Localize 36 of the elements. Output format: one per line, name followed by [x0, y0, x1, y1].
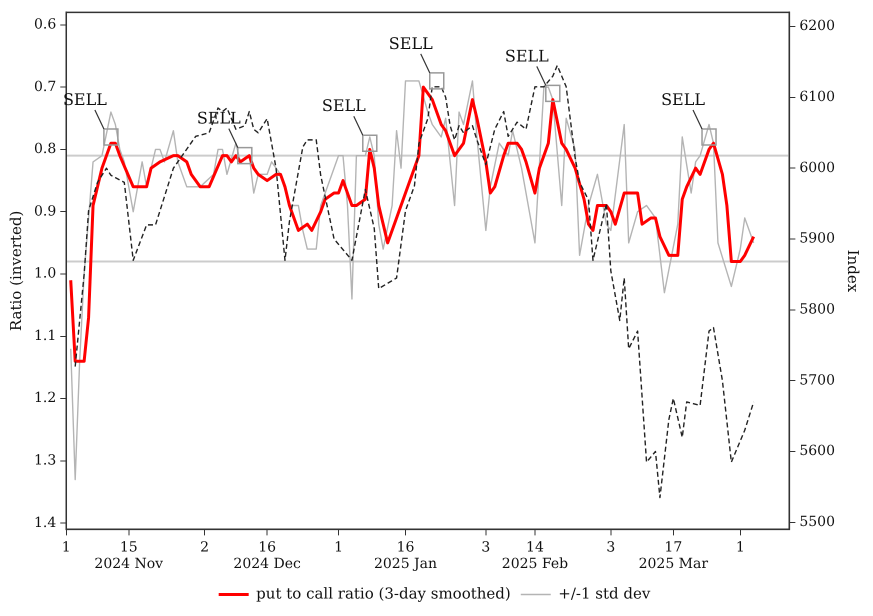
- x-tick-label: 1: [334, 539, 344, 556]
- annotation: SELL: [504, 46, 550, 66]
- y-tick-label: 0.8: [34, 141, 56, 158]
- x-tick-label: 2: [200, 539, 210, 556]
- y-tick-label: 1.0: [34, 266, 56, 282]
- y2-tick-label: 5700: [799, 372, 836, 388]
- legend-label: +/-1 std dev: [558, 584, 651, 602]
- y2-axis-title: Index: [844, 250, 862, 293]
- x-tick-label: 16 2024 Dec: [233, 539, 301, 572]
- x-tick-label: 1: [62, 539, 71, 556]
- y-axis-title: Ratio (inverted): [6, 210, 25, 332]
- annotation: SELL: [661, 90, 706, 109]
- x-tick-label: 15 2024 Nov: [94, 539, 164, 572]
- x-tick-label: 3: [606, 539, 616, 556]
- y-tick-label: 1.1: [34, 328, 56, 344]
- y-tick-label: 0.9: [34, 203, 56, 220]
- annotation: SELL: [388, 34, 434, 53]
- y2-tick-label: 6100: [799, 89, 836, 106]
- y-tick-label: 1.4: [34, 514, 56, 531]
- x-tick-label: 1: [736, 539, 745, 556]
- x-tick-label: 17 2025 Mar: [638, 539, 708, 572]
- x-tick-label: 14 2025 Feb: [502, 539, 568, 572]
- annotation: SELL: [322, 96, 366, 116]
- y2-tick-label: 5600: [799, 443, 836, 460]
- y-tick-label: 0.6: [34, 16, 56, 32]
- y2-tick-label: 6000: [799, 160, 836, 176]
- legend-label: put to call ratio (3-day smoothed): [256, 584, 511, 602]
- y-tick-label: 0.7: [34, 78, 56, 95]
- y2-tick-label: 6200: [799, 18, 836, 34]
- y-tick-label: 1.3: [34, 452, 56, 469]
- y2-tick-label: 5800: [799, 301, 836, 318]
- x-tick-label: 3: [481, 539, 490, 556]
- y2-tick-label: 5500: [799, 514, 836, 530]
- x-tick-label: 16 2025 Jan: [374, 539, 438, 572]
- y2-tick-label: 5900: [799, 230, 836, 247]
- y-tick-label: 1.2: [34, 390, 56, 406]
